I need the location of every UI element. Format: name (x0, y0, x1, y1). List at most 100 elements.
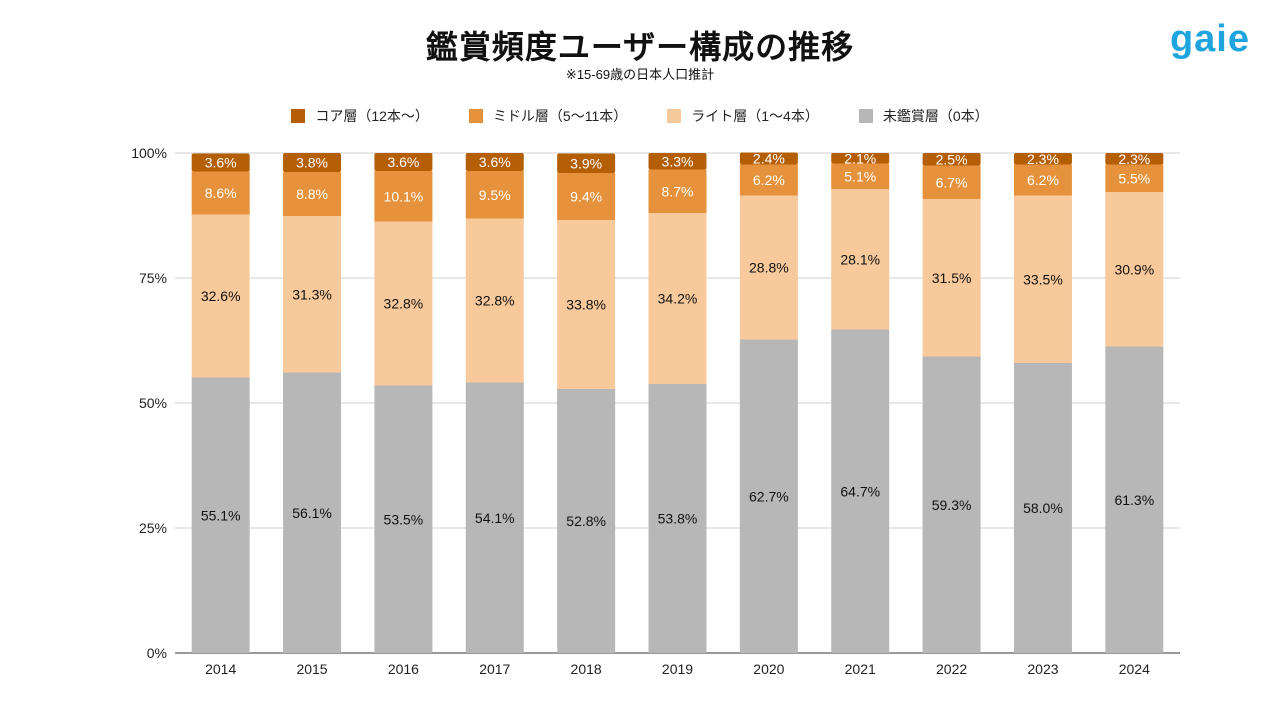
data-label: 58.0% (1023, 500, 1063, 516)
data-label: 32.6% (201, 288, 241, 304)
data-label: 3.6% (479, 154, 511, 170)
data-label: 3.8% (296, 155, 328, 171)
bar-segment (831, 163, 890, 189)
x-tick-label: 2022 (936, 661, 967, 677)
bar-segment (1105, 346, 1164, 653)
data-label: 9.4% (570, 189, 602, 205)
legend-item: ライト層（1〜4本） (667, 106, 819, 126)
bar-segment (374, 171, 433, 222)
chart-subtitle: ※15-69歳の日本人口推計 (565, 67, 715, 82)
data-label: 2.5% (936, 151, 968, 167)
bar-segment (191, 153, 250, 172)
bar-segment (191, 377, 250, 653)
data-label: 28.8% (749, 260, 789, 276)
bar-segment (465, 153, 524, 171)
x-tick-label: 2018 (571, 661, 602, 677)
bar-segment (465, 171, 524, 219)
bar-segment (831, 153, 890, 164)
data-label: 56.1% (292, 505, 332, 521)
data-label: 34.2% (658, 291, 698, 307)
bar-segment (1013, 164, 1072, 196)
data-label: 54.1% (475, 510, 515, 526)
x-tick-label: 2016 (388, 661, 419, 677)
data-label: 62.7% (749, 488, 789, 504)
data-label: 8.6% (205, 185, 237, 201)
data-label: 55.1% (201, 507, 241, 523)
legend-swatch (291, 109, 306, 123)
y-tick-label: 0% (147, 645, 167, 661)
data-label: 59.3% (932, 497, 972, 513)
data-label: 8.7% (662, 183, 694, 199)
x-tick-label: 2020 (753, 661, 784, 677)
data-label: 3.9% (570, 155, 602, 171)
bar-segment (831, 189, 890, 330)
bar-segment (648, 153, 707, 170)
bar-segment (283, 153, 342, 172)
x-tick-label: 2023 (1027, 661, 1058, 677)
data-label: 33.5% (1023, 271, 1063, 287)
bar-segment (739, 164, 798, 196)
legend-label: コア層（12本〜） (315, 108, 429, 124)
bar-segment (374, 153, 433, 171)
legend-label: ミドル層（5〜11本） (492, 108, 628, 124)
bar-segment (374, 221, 433, 386)
y-tick-label: 50% (139, 395, 167, 411)
legend-swatch (667, 109, 682, 123)
chart-title: 鑑賞頻度ユーザー構成の推移 (425, 29, 855, 65)
bar-segment (648, 213, 707, 384)
legend-label: ライト層（1〜4本） (691, 108, 819, 124)
data-label: 31.3% (292, 286, 332, 302)
bar-segment (831, 329, 890, 653)
bar-segment (1105, 192, 1164, 347)
data-label: 30.9% (1114, 261, 1154, 277)
legend-swatch (858, 109, 873, 123)
x-tick-label: 2024 (1119, 661, 1150, 677)
data-label: 61.3% (1114, 492, 1154, 508)
data-label: 53.5% (384, 511, 424, 527)
gaie-logo: gaie (1169, 18, 1250, 60)
data-label: 32.8% (384, 296, 424, 312)
y-tick-label: 25% (139, 520, 167, 536)
legend-item: 未鑑賞層（0本） (858, 106, 989, 126)
data-label: 2.3% (1027, 151, 1059, 167)
data-label: 6.7% (936, 174, 968, 190)
bar-segment (739, 152, 798, 165)
x-tick-label: 2014 (205, 661, 236, 677)
data-label: 31.5% (932, 270, 972, 286)
data-label: 32.8% (475, 293, 515, 309)
bar-segment (922, 165, 981, 199)
bar-segment (283, 372, 342, 653)
x-tick-label: 2019 (662, 661, 693, 677)
data-label: 5.5% (1118, 170, 1150, 186)
bar-segment (922, 356, 981, 653)
bar-segment (557, 220, 616, 389)
bar-segment (1105, 153, 1164, 165)
bar-segment (283, 172, 342, 216)
bar-segment (1013, 363, 1072, 653)
bar-segment (191, 214, 250, 378)
data-label: 5.1% (844, 168, 876, 184)
bar-segment (557, 153, 616, 173)
bar-segment (465, 382, 524, 653)
data-label: 2.4% (753, 151, 785, 167)
legend-item: コア層（12本〜） (291, 106, 429, 126)
bar-segment (1105, 164, 1164, 192)
data-label: 10.1% (384, 188, 424, 204)
y-tick-label: 100% (131, 145, 167, 161)
data-label: 6.2% (753, 172, 785, 188)
bar-segment (922, 199, 981, 357)
legend-swatch (468, 109, 483, 123)
bar-segment (739, 195, 798, 340)
data-label: 64.7% (840, 483, 880, 499)
bar-segment (922, 153, 981, 166)
legend-label: 未鑑賞層（0本） (882, 108, 989, 124)
bar-segment (557, 173, 616, 220)
bar-segment (283, 216, 342, 373)
data-label: 3.6% (387, 154, 419, 170)
bar-segment (648, 169, 707, 213)
x-tick-label: 2017 (479, 661, 510, 677)
x-tick-label: 2015 (296, 661, 327, 677)
bar-segment (1013, 195, 1072, 363)
bar-segment (557, 389, 616, 653)
